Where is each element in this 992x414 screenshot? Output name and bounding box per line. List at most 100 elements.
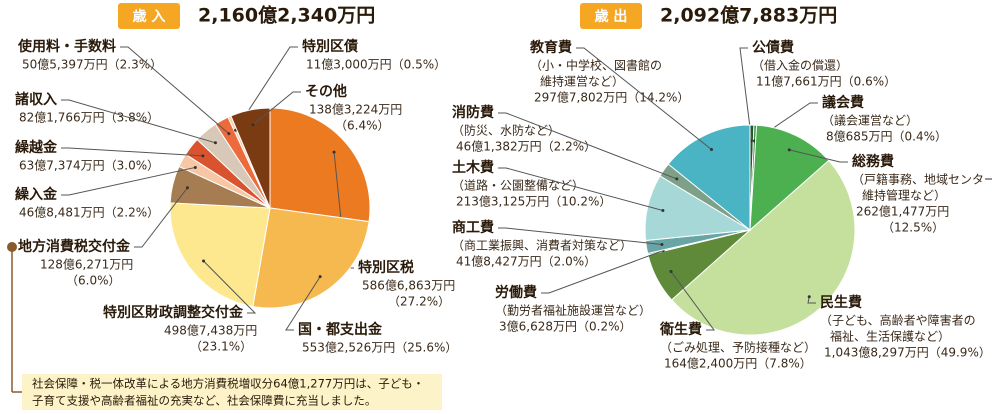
slice-label: 総務費 [852, 153, 894, 170]
note-line: 社会保障・税一体改革による地方消費税増収分64億1,277万円は、子ども・ [32, 377, 424, 391]
leader-dot [318, 275, 322, 279]
slice-amount: 50億5,397万円 [22, 58, 108, 72]
slice-label: 特別区財政調整交付金 [103, 304, 244, 321]
slice-percent: （0.5%） [392, 58, 447, 72]
slice-label: 特別区債 [302, 38, 358, 55]
leader-line [739, 47, 753, 141]
slice-amount: 498億7,438万円 [164, 324, 257, 338]
badge-box [580, 3, 642, 29]
slice-label: 特別区税 [358, 259, 414, 276]
slice-description: 福祉、生活保護など） [830, 329, 950, 344]
leader-line [120, 46, 230, 135]
leader-line [235, 46, 298, 131]
leader-dot [669, 270, 673, 274]
slice-amount: 297億7,802万円 [534, 91, 627, 105]
leader-dot [750, 139, 754, 143]
pie-slice [169, 202, 271, 308]
slice-amount: 553億2,526万円 [302, 341, 395, 355]
slice-percent: （3.0%） [105, 159, 160, 173]
leader-dot [807, 295, 811, 299]
slice-description: （防災、水防など） [452, 123, 560, 138]
slice-percent: （10.2%） [549, 195, 611, 209]
total: 2,160億2,340万円 [198, 4, 375, 27]
slice-description: 維持運営など） [540, 74, 624, 89]
badge: 歳 入 [133, 8, 166, 25]
slice-percent: （25.6%） [395, 341, 457, 355]
leader-dot [193, 165, 197, 169]
slice-amount: 8億685万円 [826, 130, 893, 144]
badge-box [118, 3, 180, 29]
slice-amount: 46億1,382万円 [456, 140, 542, 154]
slice-percent: （0.2%） [577, 320, 632, 334]
slice-amount: 213億3,125万円 [456, 195, 549, 209]
slice-amount: 1,043億8,297万円 [824, 346, 929, 360]
leader-line [541, 250, 664, 294]
leader-dot [787, 148, 791, 152]
slice-label: 地方消費税交付金 [18, 238, 131, 255]
slice-amount: 41億8,427万円 [456, 255, 542, 269]
leader-line [498, 167, 664, 212]
slice-label: 公債費 [752, 39, 794, 56]
slice-label: 衛生費 [659, 321, 702, 338]
leader-line [203, 260, 257, 314]
leader-dot [332, 150, 336, 154]
slice-label: 使用料・手数料 [17, 38, 116, 55]
slice-description: 維持管理など） [862, 188, 946, 203]
leader-line [61, 99, 216, 144]
leader-line [285, 276, 321, 331]
leader-line [498, 112, 677, 180]
slice-description: （ごみ処理、予防接種など） [660, 340, 816, 355]
slice-percent: （2.0%） [542, 255, 597, 269]
leader-dot [675, 177, 679, 181]
slice-amount: 63億7,374万円 [19, 159, 105, 173]
slice-description: （商工業振興、消費者対策など） [452, 238, 632, 253]
slice-description: （借入金の償還） [752, 58, 848, 73]
slice-label: 労働費 [495, 284, 537, 301]
slice-amount: 46億8,481万円 [19, 206, 105, 220]
slice-label: 商工費 [452, 219, 494, 236]
slice-label: 土木費 [452, 159, 494, 176]
slice-description: （小・中学校、図書館の [530, 58, 662, 73]
note-box [22, 374, 442, 410]
slice-percent: （0.6%） [842, 75, 897, 89]
leader-dot [213, 141, 217, 145]
slice-percent: （6.0%） [66, 274, 121, 288]
slice-description: （戸籍事務、地域センター [852, 172, 992, 187]
pie-slice [667, 124, 751, 232]
slice-amount: 82億1,766万円 [19, 111, 105, 125]
slice-amount: 138億3,224万円 [309, 103, 402, 117]
slice-percent: （2.2%） [105, 206, 160, 220]
slice-percent: （23.1%） [190, 340, 252, 354]
leader-dot [202, 259, 206, 263]
slice-percent: （49.9%） [929, 346, 991, 360]
leader-dot [251, 123, 255, 127]
slice-percent: （2.3%） [108, 58, 163, 72]
slice-percent: （2.2%） [542, 140, 597, 154]
leader-dot [185, 186, 189, 190]
slice-label: 繰越金 [15, 139, 58, 156]
slice-percent: （7.8%） [757, 357, 812, 371]
note-bullet [7, 242, 17, 252]
slice-percent: （6.4%） [335, 119, 390, 133]
total: 2,092億7,883万円 [660, 4, 837, 27]
slice-amount: 262億1,477万円 [856, 205, 949, 219]
note-line: 子育て支援や高齢者福祉の充実など、社会保障費に充当しました。 [32, 394, 376, 408]
slice-label: その他 [305, 83, 347, 100]
leader-line [134, 187, 188, 248]
slice-amount: 3億6,628万円 [499, 320, 577, 334]
leader-dot [201, 154, 205, 158]
leader-line [807, 296, 816, 304]
slice-amount: 11億3,000万円 [306, 58, 392, 72]
slice-percent: （12.5%） [882, 221, 944, 235]
slice-percent: （0.4%） [893, 130, 948, 144]
slice-amount: 164億2,400万円 [664, 357, 757, 371]
pie-slice [269, 107, 371, 223]
leader-dot [227, 132, 231, 136]
leader-line [61, 166, 196, 196]
slice-description: （子ども、高齢者や障害者の [820, 313, 976, 328]
slice-label: 教育費 [530, 39, 572, 56]
leader-dot [709, 147, 713, 151]
pie-slice [670, 159, 856, 336]
pie-slice [230, 107, 271, 209]
